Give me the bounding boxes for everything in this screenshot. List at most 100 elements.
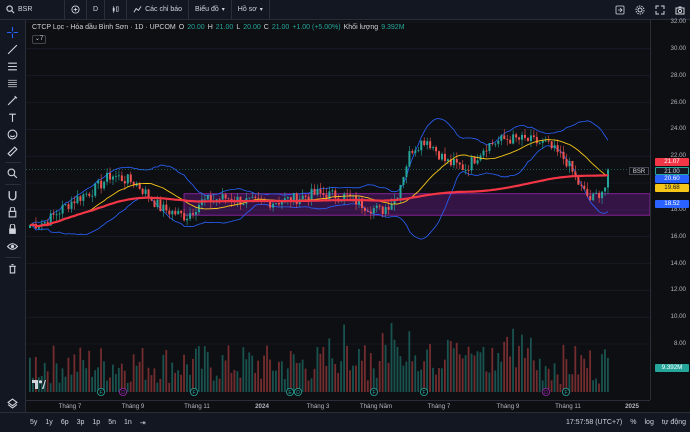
candle-body [509, 139, 512, 144]
time-label: Tháng 9 [121, 403, 145, 410]
candle-body [236, 196, 239, 203]
volume-bar [236, 371, 239, 392]
volume-bar [227, 345, 230, 392]
clock-label[interactable]: 17:57:58 (UTC+7) [566, 419, 623, 426]
replay-button[interactable] [610, 0, 630, 20]
candle-body [114, 175, 117, 177]
candle-body [449, 159, 452, 166]
candle-body [88, 193, 91, 196]
candle-body [58, 213, 61, 215]
volume-bar [100, 348, 102, 392]
chart-type-dropdown[interactable]: Biểu đồ ▾ [189, 0, 232, 20]
fib-tool[interactable] [2, 58, 24, 75]
interval-button[interactable]: D [87, 0, 106, 20]
gear-icon [635, 5, 645, 14]
volume-bar [396, 346, 399, 392]
magnet-tool[interactable] [2, 187, 24, 204]
lock-tool[interactable] [2, 204, 24, 221]
candle-body [209, 195, 212, 203]
bollinger-lower [29, 145, 609, 240]
volume-bar [526, 348, 529, 392]
settings-button[interactable] [630, 0, 650, 20]
measure-tool[interactable] [2, 143, 24, 160]
candle-body [159, 199, 162, 212]
candle-body [441, 153, 444, 160]
candle-body [541, 140, 544, 143]
candle-body [322, 193, 325, 195]
layout-dropdown[interactable]: Hồ sơ ▾ [232, 0, 270, 20]
candle-body [221, 194, 224, 200]
range-1m[interactable]: 1p [92, 419, 101, 426]
goto-date-icon[interactable]: ⇥ [139, 419, 146, 427]
bollinger-upper [29, 118, 609, 226]
volume-bar [283, 379, 286, 392]
candle-body [443, 153, 446, 161]
crosshair-tool[interactable] [2, 24, 24, 41]
time-label: 2024 [255, 403, 269, 410]
brush-tool[interactable] [2, 92, 24, 109]
symbol-search[interactable]: BSR [0, 0, 65, 20]
legend-low-label: L [236, 24, 241, 31]
text-tool[interactable] [2, 109, 24, 126]
indicators-button[interactable]: Các chỉ báo [127, 0, 190, 20]
delete-tool[interactable] [2, 260, 24, 277]
visibility-tool[interactable] [2, 238, 24, 255]
volume-bar [177, 370, 180, 392]
range-3m[interactable]: 3p [76, 419, 85, 426]
lock-drawings-tool[interactable] [2, 221, 24, 238]
volume-bar [221, 355, 224, 392]
volume-bar [497, 353, 500, 392]
event-marker [119, 387, 128, 396]
range-1y[interactable]: 1y [45, 419, 53, 426]
volume-bar [438, 368, 440, 392]
time-label: Tháng 7 [427, 403, 451, 410]
auto-toggle[interactable]: tự động [661, 419, 686, 426]
icon-tool[interactable] [2, 126, 24, 143]
range-5d[interactable]: 5n [108, 419, 116, 426]
volume-bar [319, 353, 322, 392]
volume-bar [135, 365, 138, 392]
volume-bar [604, 349, 606, 392]
object-tree-button[interactable] [2, 395, 24, 412]
volume-bar [485, 371, 488, 392]
candle-body [301, 195, 304, 200]
trendline-tool[interactable] [2, 41, 24, 58]
range-5y[interactable]: 5y [30, 419, 38, 426]
volume-bar [559, 383, 562, 392]
symbol-label: BSR [18, 6, 33, 13]
log-toggle[interactable]: log [644, 419, 654, 426]
chart-style-button[interactable] [105, 0, 128, 20]
volume-bar [479, 352, 482, 392]
price-scale[interactable]: 32.00 30.00 28.00 26.00 24.00 22.00 18.00 16.00… [629, 18, 690, 400]
time-scale[interactable]: Tháng 7 Tháng 9 Tháng 11 2024 Tháng 3 Tháng N… [26, 400, 650, 412]
candle-body [384, 207, 387, 214]
price-label: 16.00 [670, 232, 686, 240]
price-tag: 21.00 [655, 167, 689, 175]
candle-body [97, 180, 100, 184]
snapshot-button[interactable] [670, 0, 690, 20]
tradingview-logo[interactable] [32, 380, 46, 389]
volume-bar [518, 345, 520, 392]
volume-bar [248, 352, 251, 392]
price-label: 8.00 [673, 340, 686, 347]
candle-body [429, 141, 432, 149]
range-1d[interactable]: 1n [124, 419, 132, 426]
candle-body [360, 198, 363, 208]
percent-toggle[interactable]: % [630, 419, 637, 426]
compare-button[interactable] [65, 0, 87, 20]
fullscreen-button[interactable] [650, 0, 670, 20]
zoom-tool[interactable] [2, 165, 24, 182]
candle-body [601, 191, 604, 199]
volume-bar [378, 360, 381, 392]
replay-icon [615, 5, 625, 14]
pattern-tool[interactable] [2, 75, 24, 92]
volume-bar [61, 368, 64, 392]
range-6m[interactable]: 6p [60, 419, 69, 426]
candle-body [132, 181, 135, 186]
candle-body [515, 134, 518, 138]
volume-bar [168, 382, 171, 392]
legend-collapse-button[interactable]: ⌄7 [32, 35, 46, 44]
volume-bar [589, 350, 592, 392]
